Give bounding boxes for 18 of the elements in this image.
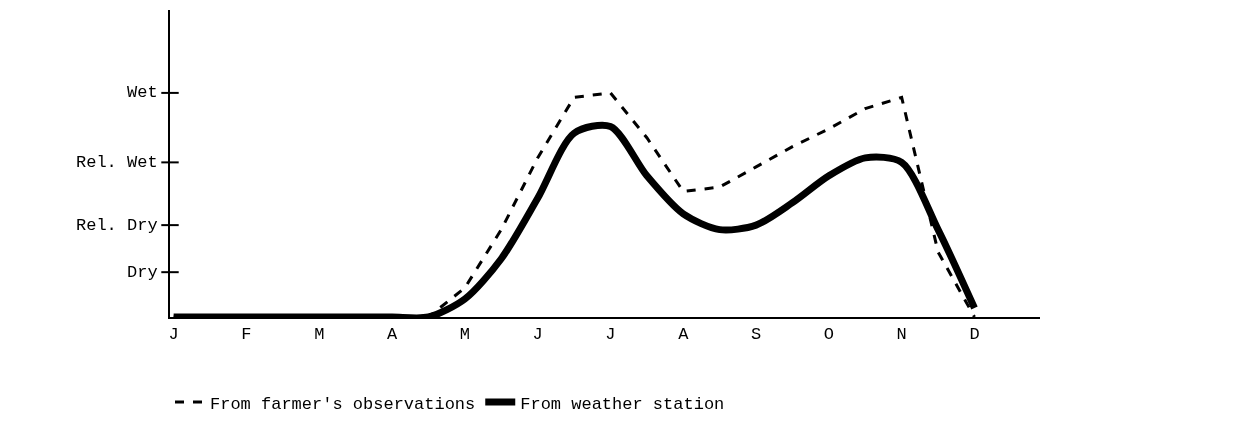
- text: Wet: [127, 83, 158, 102]
- text: Rel. Wet: [76, 153, 158, 172]
- x-tick-label: N: [896, 325, 907, 345]
- x-tick-label: M: [459, 325, 470, 345]
- x-tick-label: J: [605, 325, 616, 345]
- x-tick-label: D: [969, 325, 980, 345]
- legend-label: From farmer's observations: [210, 394, 476, 414]
- x-tick-label: O: [823, 325, 834, 345]
- x-tick-label: A: [678, 325, 690, 345]
- x-tick-label: J: [168, 325, 179, 345]
- x-tick-label: J: [532, 325, 543, 345]
- legend-label: From weather station: [520, 394, 725, 414]
- text: Dry: [127, 263, 158, 282]
- x-tick-label: M: [314, 325, 325, 345]
- x-tick-label: A: [386, 325, 398, 345]
- x-tick-label: S: [750, 325, 762, 345]
- x-tick-label: F: [241, 325, 252, 345]
- text: Rel. Dry: [76, 216, 158, 235]
